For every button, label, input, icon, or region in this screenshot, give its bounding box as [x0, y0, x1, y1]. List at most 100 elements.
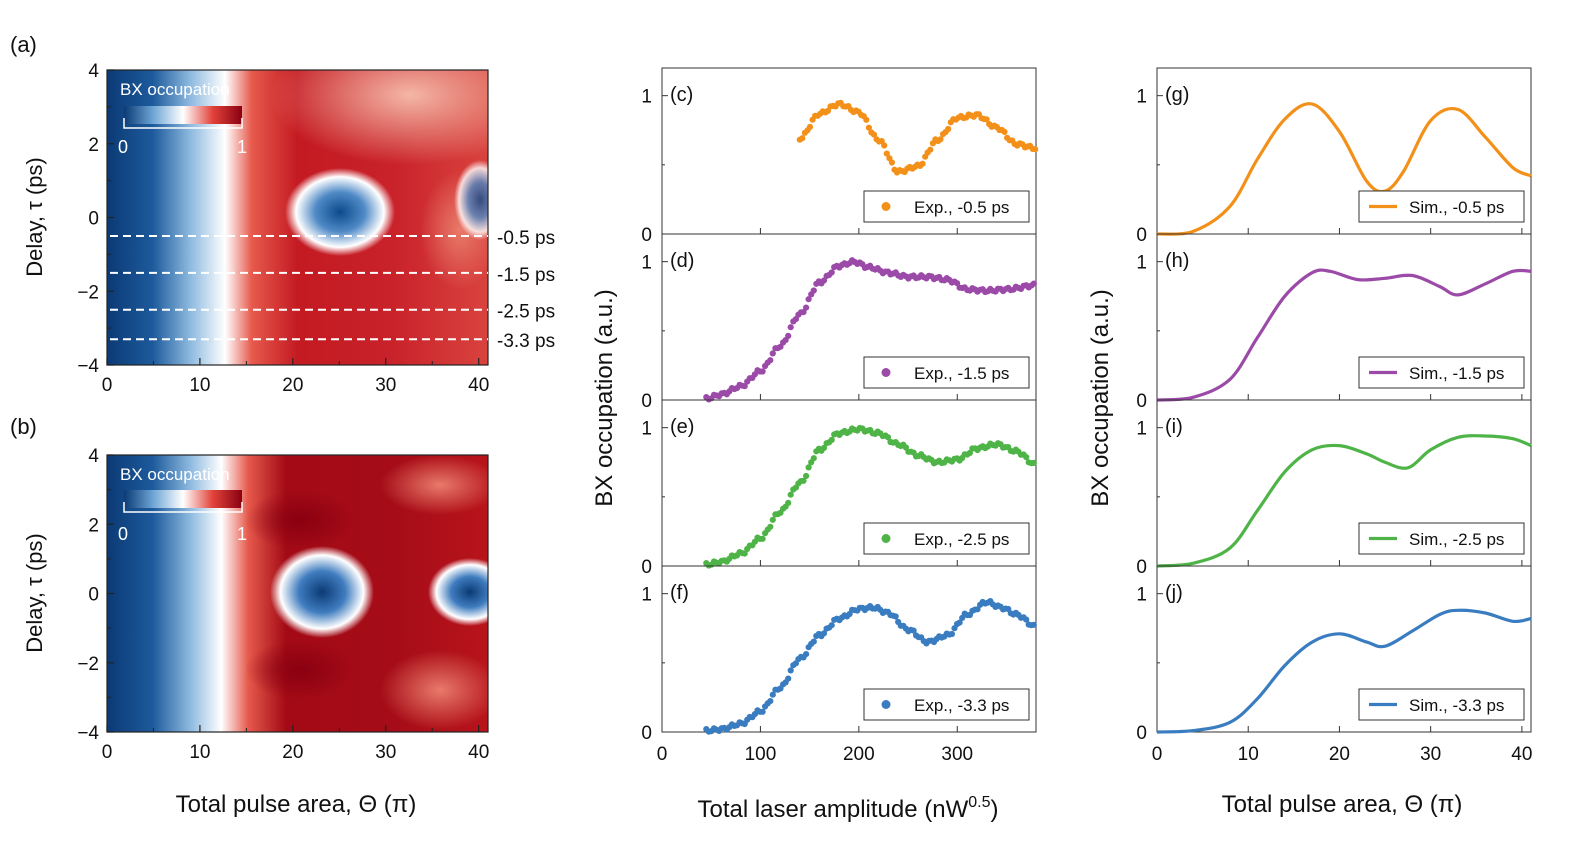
- map-a-xtick-label: 20: [282, 375, 303, 396]
- map-b-ytick-label: 0: [88, 585, 99, 606]
- exp-xtick-label: 100: [745, 744, 777, 765]
- map-b-ytick-label: 4: [88, 446, 99, 467]
- map-b-ytick-label: 2: [88, 515, 99, 536]
- sim-xtick-label: 20: [1329, 744, 1350, 765]
- map-b-ytick-label: −4: [77, 723, 99, 744]
- exp-legend-label: Exp., -2.5 ps: [914, 530, 1009, 549]
- sim-series-line: [1156, 102, 1532, 236]
- exp-legend-marker: [881, 202, 891, 211]
- exp-panel-label: (c): [670, 84, 693, 106]
- exp-data-point: [881, 142, 888, 149]
- map-a-minimum: [285, 168, 395, 256]
- exp-legend-label: Exp., -1.5 ps: [914, 364, 1009, 383]
- exp-data-point: [769, 691, 776, 698]
- map-xlabel: Total pulse area, Θ (π): [176, 791, 417, 818]
- colorbar-min-b: 0: [118, 524, 128, 544]
- exp-xtick-label: 0: [657, 744, 668, 765]
- dashed-line-label: -0.5 ps: [497, 228, 555, 249]
- exp-data-point: [820, 277, 828, 284]
- exp-data-point: [805, 296, 812, 303]
- exp-data-point: [759, 535, 766, 542]
- exp-data-point: [1023, 616, 1030, 623]
- exp-data-point: [1030, 280, 1037, 287]
- exp-data-point: [865, 124, 873, 131]
- colorbar-title-a: BX occupation: [120, 80, 230, 99]
- exp-data-point: [1001, 128, 1008, 135]
- exp-panel: 0 1 (e) Exp., -2.5 ps: [641, 399, 1037, 578]
- exp-data-point: [910, 627, 917, 634]
- exp-panel: 0 1 (d) Exp., -1.5 ps: [641, 233, 1037, 412]
- sim-ytick-label: 1: [1136, 87, 1147, 108]
- sim-legend-label: Sim., -0.5 ps: [1409, 198, 1504, 217]
- map-a-xtick-label: 10: [189, 375, 210, 396]
- exp-data-point: [785, 332, 792, 339]
- sim-legend-label: Sim., -2.5 ps: [1409, 530, 1504, 549]
- exp-data-point: [810, 455, 817, 462]
- dashed-line-label: -3.3 ps: [497, 331, 555, 352]
- exp-legend-marker: [881, 368, 891, 377]
- map-b-xtick-label: 0: [102, 742, 113, 763]
- exp-xtick-label: 300: [941, 744, 973, 765]
- simulation-panels: 0 1 (g) Sim., -0.5 ps 0 1 (h) Sim., -1.5 ps 0 1 (i…: [1136, 67, 1532, 765]
- map-a-ytick-label: −2: [77, 282, 99, 303]
- map-a-ylabel: Delay, τ (ps): [22, 157, 47, 277]
- exp-panel: 0 1 (c) Exp., -0.5 ps: [641, 67, 1039, 246]
- panel-label-a: (a): [10, 32, 37, 57]
- exp-legend-label: Exp., -0.5 ps: [914, 198, 1009, 217]
- exp-data-point: [759, 368, 766, 375]
- colorbar-a: BX occupation 0 1: [118, 80, 247, 157]
- sim-xtick-label: 0: [1152, 744, 1163, 765]
- sim-legend-label: Sim., -1.5 ps: [1409, 364, 1504, 383]
- exp-data-point: [806, 123, 814, 130]
- exp-legend-marker: [881, 534, 891, 543]
- exp-legend-marker: [881, 700, 891, 709]
- exp-ytick-label: 0: [641, 723, 652, 744]
- map-b-ytick-label: −2: [77, 654, 99, 675]
- exp-data-point: [787, 667, 794, 674]
- exp-ytick-label: 0: [641, 225, 652, 246]
- exp-data-point: [741, 550, 748, 557]
- exp-data-point: [785, 499, 792, 506]
- exp-data-point: [1032, 146, 1039, 153]
- exp-data-point: [767, 698, 774, 705]
- sim-panel-label: (g): [1165, 84, 1189, 106]
- map-b-minimum: [270, 546, 374, 638]
- sim-ytick-label: 0: [1136, 225, 1147, 246]
- exp-data-point: [884, 434, 892, 441]
- exp-data-point: [883, 150, 890, 157]
- exp-data-point: [892, 613, 899, 620]
- sim-ytick-label: 1: [1136, 585, 1147, 606]
- exp-data-point: [828, 436, 835, 443]
- dashed-line-label: -1.5 ps: [497, 265, 555, 286]
- sim-panel: 010 10 20 30 40(j)Sim., -3.3 ps: [1136, 565, 1532, 765]
- experiment-panels: 0 1 (c) Exp., -0.5 ps 0 1 (d) Exp., -1.5 ps 0 1 (e…: [641, 67, 1039, 765]
- exp-data-point: [803, 651, 810, 658]
- map-a-ytick-label: 0: [88, 209, 99, 230]
- exp-data-point: [927, 146, 934, 153]
- sim-xtick-label: 10: [1238, 744, 1259, 765]
- exp-data-point: [787, 324, 794, 331]
- exp-data-point: [800, 477, 807, 484]
- exp-xlabel-end: ): [991, 796, 999, 823]
- exp-xlabel: Total laser amplitude (nW0.5): [697, 794, 998, 823]
- exp-data-point: [803, 472, 810, 480]
- exp-data-point: [759, 708, 766, 715]
- exp-ytick-label: 1: [641, 253, 652, 274]
- sim-panel: 0 1 (g) Sim., -0.5 ps: [1136, 67, 1532, 246]
- exp-data-point: [870, 131, 878, 138]
- exp-data-point: [820, 630, 828, 637]
- map-b-xtick-label: 30: [375, 742, 396, 763]
- exp-data-point: [800, 309, 807, 316]
- exp-data-point: [1030, 621, 1037, 628]
- exp-ytick-label: 0: [641, 557, 652, 578]
- exp-data-point: [785, 675, 792, 682]
- exp-ytick-label: 1: [641, 419, 652, 440]
- heatmap-a: -0.5 ps-1.5 ps-2.5 ps-3.3 ps 0 10 20 30 4042…: [10, 32, 555, 396]
- colorbar-max-b: 1: [237, 524, 247, 544]
- sim-xlabel: Total pulse area, Θ (π): [1222, 791, 1463, 818]
- sim-xtick-label: 40: [1511, 744, 1532, 765]
- map-a-xtick-label: 0: [102, 375, 113, 396]
- exp-ytick-label: 0: [641, 391, 652, 412]
- exp-data-point: [828, 269, 835, 276]
